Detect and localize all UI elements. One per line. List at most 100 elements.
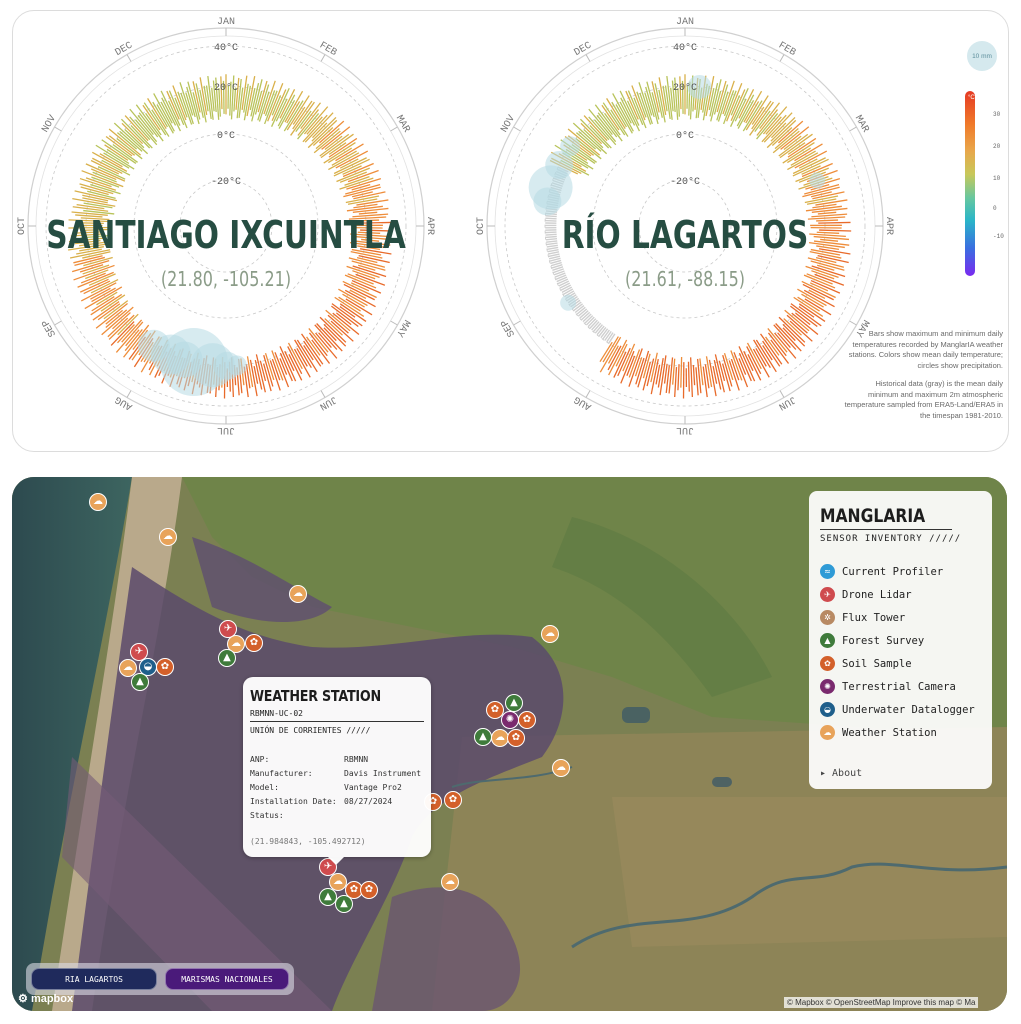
daily-temp-bar xyxy=(596,114,613,136)
terrestrial-camera-marker[interactable]: ✺ xyxy=(501,711,519,729)
daily-temp-bar xyxy=(804,195,839,204)
precipitation-circle xyxy=(533,187,562,216)
daily-temp-bar xyxy=(301,333,324,365)
about-link[interactable]: ▸ About xyxy=(820,768,863,779)
historical-bar xyxy=(585,316,595,326)
weather-station-marker[interactable]: ☁ xyxy=(89,493,107,511)
daily-temp-bar xyxy=(346,265,380,278)
legend-item-soil-sample[interactable]: ✿ Soil Sample xyxy=(820,652,981,675)
daily-temp-bar xyxy=(813,240,850,246)
daily-temp-bar xyxy=(292,106,306,125)
legend-item-current-profiler[interactable]: ≈ Current Profiler xyxy=(820,560,981,583)
daily-temp-bar xyxy=(349,242,386,249)
daily-temp-bar xyxy=(287,342,303,370)
forest-survey-marker[interactable]: ▲ xyxy=(218,649,236,667)
daily-temp-bar xyxy=(746,346,762,375)
weather-station-marker[interactable]: ☁ xyxy=(552,759,570,777)
daily-temp-bar xyxy=(790,305,818,328)
forest-survey-marker[interactable]: ▲ xyxy=(131,673,149,691)
daily-temp-bar xyxy=(108,135,136,156)
soil-sample-marker[interactable]: ✿ xyxy=(507,729,525,747)
daily-temp-bar xyxy=(718,360,726,382)
legend-subtitle: SENSOR INVENTORY ///// xyxy=(820,534,962,544)
forest-survey-marker[interactable]: ▲ xyxy=(505,694,523,712)
daily-temp-bar xyxy=(634,357,643,377)
legend-item-terrestrial-camera[interactable]: ✺ Terrestrial Camera xyxy=(820,675,981,698)
marismas-nacionales-button[interactable]: MARISMAS NACIONALES xyxy=(165,968,289,990)
daily-temp-bar xyxy=(330,320,354,342)
daily-temp-bar xyxy=(81,170,124,188)
daily-temp-bar xyxy=(802,186,840,198)
daily-temp-bar xyxy=(312,127,334,146)
daily-temp-bar xyxy=(572,122,608,155)
daily-temp-bar xyxy=(583,129,604,149)
soil-sample-marker[interactable]: ✿ xyxy=(245,634,263,652)
legend-item-weather-station[interactable]: ☁ Weather Station xyxy=(820,721,981,744)
popup-row-manufacturer: Manufacturer: Davis Instrument xyxy=(250,769,422,778)
legend-item-underwater-datalogger[interactable]: ◒ Underwater Datalogger xyxy=(820,698,981,721)
daily-temp-bar xyxy=(782,327,796,342)
daily-temp-bar xyxy=(271,95,282,116)
forest-survey-marker[interactable]: ▲ xyxy=(335,895,353,913)
daily-temp-bar xyxy=(578,130,602,152)
ria-lagartos-button[interactable]: RIA LAGARTOS xyxy=(31,968,157,990)
daily-temp-bar xyxy=(303,106,329,135)
daily-temp-bar xyxy=(345,183,381,195)
daily-temp-bar xyxy=(704,364,710,389)
historical-bar xyxy=(604,330,612,341)
daily-temp-bar xyxy=(99,153,123,168)
soil-sample-marker[interactable]: ✿ xyxy=(444,791,462,809)
daily-temp-bar xyxy=(692,364,696,386)
daily-temp-bar xyxy=(142,104,161,131)
daily-temp-bar xyxy=(350,282,370,292)
daily-temp-bar xyxy=(713,359,722,390)
daily-temp-bar xyxy=(650,352,658,383)
mapbox-logo[interactable]: ⚙ mapbox xyxy=(18,992,73,1005)
weather-station-marker[interactable]: ☁ xyxy=(119,659,137,677)
daily-temp-bar xyxy=(345,298,373,316)
legend-item-forest-survey[interactable]: ▲ Forest Survey xyxy=(820,629,981,652)
daily-temp-bar xyxy=(342,165,362,175)
daily-temp-bar xyxy=(271,358,281,381)
daily-temp-bar xyxy=(778,316,806,343)
weather-station-marker[interactable]: ☁ xyxy=(289,585,307,603)
daily-temp-bar xyxy=(107,317,129,338)
soil-sample-marker[interactable]: ✿ xyxy=(518,711,536,729)
daily-temp-bar xyxy=(342,280,377,299)
colorbar-tick: 30 xyxy=(993,111,1001,118)
soil-sample-marker[interactable]: ✿ xyxy=(345,881,363,899)
temp-ring xyxy=(133,133,319,319)
weather-station-marker[interactable]: ☁ xyxy=(329,873,347,891)
daily-temp-bar xyxy=(633,97,647,129)
daily-temp-bar xyxy=(761,114,787,143)
daily-temp-bar xyxy=(803,274,836,289)
daily-temp-bar xyxy=(284,350,295,372)
weather-station-marker[interactable]: ☁ xyxy=(541,625,559,643)
soil-sample-marker[interactable]: ✿ xyxy=(156,658,174,676)
weather-station-marker[interactable]: ☁ xyxy=(491,729,509,747)
daily-temp-bar xyxy=(69,249,111,259)
daily-temp-bar xyxy=(215,77,220,120)
daily-temp-bar xyxy=(174,97,188,129)
forest-survey-marker[interactable]: ▲ xyxy=(474,728,492,746)
legend-item-flux-tower[interactable]: ✲ Flux Tower xyxy=(820,606,981,629)
weather-station-marker[interactable]: ☁ xyxy=(159,528,177,546)
daily-temp-bar xyxy=(172,85,187,121)
weather-station-marker[interactable]: ☁ xyxy=(227,635,245,653)
month-tick xyxy=(513,126,521,132)
drone-lidar-marker[interactable]: ✈ xyxy=(130,643,148,661)
daily-temp-bar xyxy=(762,106,788,135)
daily-temp-bar xyxy=(797,288,827,307)
shell-icon: ◒ xyxy=(820,702,835,717)
soil-sample-marker[interactable]: ✿ xyxy=(360,881,378,899)
map-attribution[interactable]: © Mapbox © OpenStreetMap Improve this ma… xyxy=(784,997,979,1008)
colorbar-unit: °C xyxy=(968,95,975,101)
daily-temp-bar xyxy=(736,94,755,127)
soil-sample-marker[interactable]: ✿ xyxy=(486,701,504,719)
daily-temp-bar xyxy=(238,87,244,118)
sensor-map[interactable]: ☁ ☁ ☁ ☁ ☁ ☁ ✈ ☁ ◒ ✿ ▲ ✈ ☁ ✿ ▲ ▲ ✿ ✺ ✿ ▲ … xyxy=(12,477,1007,1011)
sprout-icon: ✿ xyxy=(820,656,835,671)
weather-station-marker[interactable]: ☁ xyxy=(441,873,459,891)
legend-item-drone-lidar[interactable]: ✈ Drone Lidar xyxy=(820,583,981,606)
